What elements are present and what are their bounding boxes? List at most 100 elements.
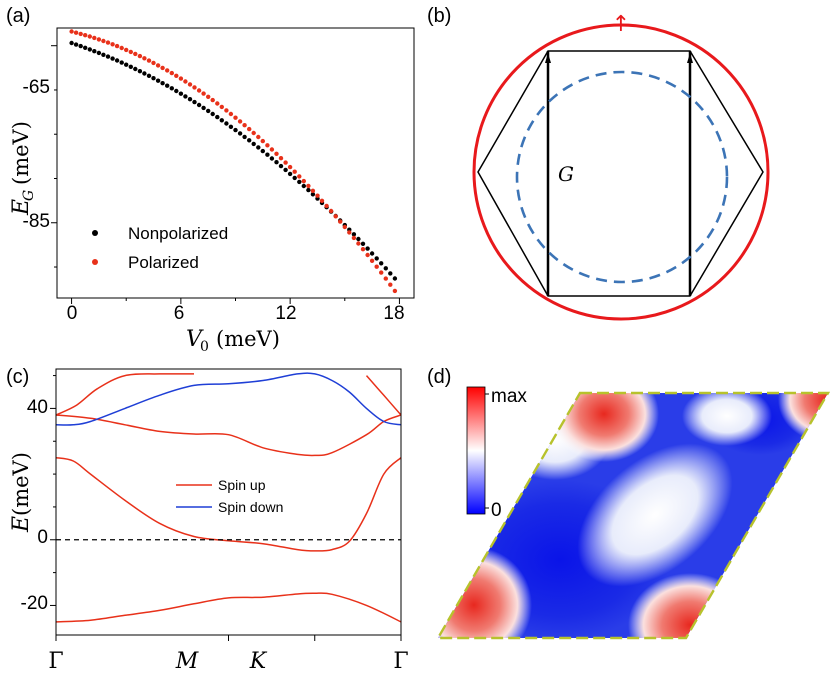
nonpolarized-point <box>124 62 129 67</box>
nonpolarized-point <box>110 56 115 61</box>
c-ylabel-symbol: E <box>9 516 34 533</box>
panel-b-label: (b) <box>427 5 451 27</box>
polarized-point <box>256 134 261 140</box>
a-ylabel-unit: (meV) <box>9 121 33 185</box>
polarized-point <box>356 241 361 246</box>
heatmap-hotspot-top-left <box>549 393 659 462</box>
polarized-point <box>360 247 366 252</box>
a-xlabel-sub: 0 <box>200 339 209 355</box>
nonpolarized-point <box>155 78 161 83</box>
polarized-point <box>196 88 202 93</box>
polarized-point <box>187 82 193 87</box>
polarized-point <box>278 156 284 161</box>
polarized-point <box>133 51 138 57</box>
panel-a-label: (a) <box>6 5 30 27</box>
polarized-point <box>119 45 124 51</box>
polarized-point <box>78 31 83 37</box>
c-ytick-40: 40 <box>27 397 48 418</box>
a-xtick-0: 0 <box>67 303 78 324</box>
polarized-point <box>87 34 93 39</box>
polarized-point <box>315 193 320 198</box>
panel-c-label: (c) <box>6 366 29 388</box>
polarized-point <box>169 70 174 76</box>
nonpolarized-point <box>187 97 193 102</box>
polarized-point <box>297 174 302 179</box>
colorbar-max-label: max <box>491 386 527 407</box>
hexagon-brillouin-zone <box>477 50 764 297</box>
nonpolarized-point <box>365 246 370 251</box>
nonpolarized-point <box>114 58 120 63</box>
nonpolarized-point <box>297 179 302 185</box>
polarized-point <box>110 42 115 47</box>
c-xtick-m: M <box>175 649 199 674</box>
plot-a-frame <box>56 27 415 299</box>
band-spin-down-5 <box>56 372 401 426</box>
colorbar-min-label: 0 <box>491 500 502 521</box>
legend-label-spin-down: Spin down <box>218 499 283 515</box>
nonpolarized-point <box>151 76 156 81</box>
nonpolarized-point <box>388 271 393 276</box>
c-xtick-k: K <box>249 649 268 674</box>
polarized-point <box>128 49 133 55</box>
polarized-point <box>247 126 252 132</box>
nonpolarized-point <box>183 94 188 99</box>
nonpolarized-point <box>119 60 124 65</box>
nonpolarized-point <box>178 91 184 96</box>
polarized-point <box>319 198 325 203</box>
a-ylabel-symbol: E <box>9 199 34 216</box>
plot-a-points <box>69 29 398 294</box>
polarized-point <box>310 188 316 193</box>
nonpolarized-point <box>206 108 211 114</box>
nonpolarized-point <box>73 42 79 47</box>
plot-c-ticks <box>50 375 402 641</box>
nonpolarized-point <box>379 261 384 266</box>
nonpolarized-point <box>96 50 102 56</box>
label-g: G <box>558 162 574 186</box>
nonpolarized-point <box>351 232 357 237</box>
nonpolarized-point <box>242 134 247 140</box>
polarized-point <box>165 68 170 73</box>
nonpolarized-point <box>133 66 138 72</box>
polarized-point <box>137 53 143 59</box>
left-arrow-head <box>545 53 551 63</box>
nonpolarized-point <box>392 276 398 281</box>
polarized-point <box>73 30 79 35</box>
band-spin-up-1 <box>56 456 401 552</box>
nonpolarized-point <box>224 121 229 126</box>
nonpolarized-point <box>160 81 165 86</box>
panel-c: (c) 40 0 -20 Γ M K Γ E (meV) Spin up Spi… <box>6 366 409 674</box>
band-spin-up-2 <box>56 414 401 457</box>
a-ytick-m85: -85 <box>23 211 50 232</box>
polarized-point <box>242 123 247 128</box>
polarized-point <box>224 108 229 113</box>
polarized-point <box>388 282 393 287</box>
polarized-point <box>260 138 265 144</box>
nonpolarized-point <box>356 236 361 242</box>
nonpolarized-point <box>228 124 234 129</box>
c-xtick-gamma-end: Γ <box>393 649 408 674</box>
a-ylabel-sub: G <box>21 190 37 201</box>
c-ylabel-unit: (meV) <box>9 452 33 516</box>
nonpolarized-point <box>369 251 375 256</box>
c-ytick-m20: -20 <box>21 593 48 614</box>
polarized-point <box>283 160 288 165</box>
polarized-point <box>306 183 311 189</box>
polarized-point <box>210 97 215 103</box>
polarized-point <box>379 270 384 275</box>
polarized-point <box>342 224 347 230</box>
right-arrow-head <box>687 53 693 63</box>
nonpolarized-point <box>219 118 224 123</box>
polarized-point <box>201 91 206 96</box>
polarized-point <box>83 33 88 38</box>
band-spin-up-4 <box>365 375 401 416</box>
heatmap-white-top <box>682 393 772 446</box>
legend-label-spin-up: Spin up <box>218 477 266 493</box>
nonpolarized-point <box>105 54 111 59</box>
nonpolarized-point <box>274 160 279 165</box>
polarized-point <box>351 235 357 241</box>
nonpolarized-point <box>374 256 379 261</box>
panel-d: (d) max 0 <box>427 366 831 640</box>
nonpolarized-point <box>237 131 243 136</box>
polarized-point <box>374 264 379 269</box>
legend-marker-nonpolarized <box>92 230 98 236</box>
